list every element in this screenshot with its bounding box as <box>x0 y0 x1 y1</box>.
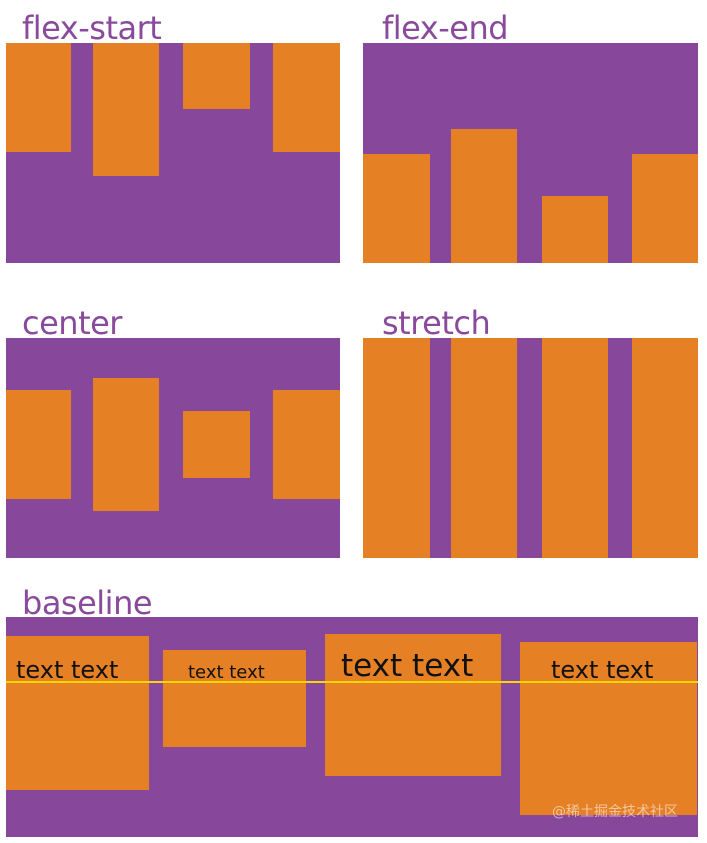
flex-item-4 <box>632 154 698 263</box>
panel-flex-start <box>6 43 340 263</box>
label-flex-start: flex-start <box>22 9 162 47</box>
flex-item-3: text text <box>325 634 501 776</box>
flex-item-2 <box>93 378 159 511</box>
flex-item-2 <box>451 129 517 263</box>
label-stretch: stretch <box>382 304 491 342</box>
flex-item-1 <box>363 154 430 263</box>
flex-item-3 <box>542 196 608 263</box>
item-text: text text <box>188 662 265 683</box>
flex-item-4 <box>273 390 340 499</box>
panel-center <box>6 338 340 558</box>
flex-item-3 <box>542 338 608 558</box>
flex-item-1 <box>363 338 430 558</box>
panel-flex-end <box>363 43 698 263</box>
flex-item-3 <box>183 43 250 109</box>
flex-item-2 <box>93 43 159 176</box>
flex-item-2 <box>451 338 517 558</box>
panel-stretch <box>363 338 698 558</box>
panel-baseline: text text text text text text text text <box>6 617 698 837</box>
flex-item-4 <box>632 338 698 558</box>
baseline-guide-line <box>6 681 698 683</box>
flex-item-4: text text <box>520 642 697 815</box>
flex-item-1: text text <box>6 636 149 790</box>
flex-item-2: text text <box>163 650 306 747</box>
item-text: text text <box>16 656 119 684</box>
item-text: text text <box>551 656 654 684</box>
flex-item-1 <box>6 390 71 499</box>
flex-item-1 <box>6 43 71 152</box>
label-flex-end: flex-end <box>382 9 509 47</box>
label-baseline: baseline <box>22 584 153 622</box>
item-text: text text <box>341 648 474 684</box>
flex-item-3 <box>183 411 250 478</box>
label-center: center <box>22 304 122 342</box>
flex-item-4 <box>273 43 340 152</box>
watermark: @稀土掘金技术社区 <box>552 804 678 820</box>
